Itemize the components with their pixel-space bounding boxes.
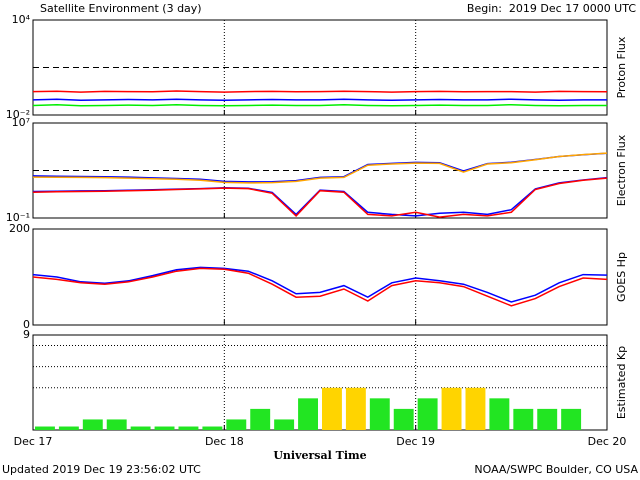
kp-bar [537, 408, 558, 430]
updated: Updated 2019 Dec 19 23:56:02 UTC [2, 463, 201, 476]
y-axis-label: Estimated Kp [615, 346, 628, 419]
series-line [32, 177, 608, 218]
kp-bar [274, 419, 295, 430]
kp-bar [106, 419, 127, 430]
kp-bar [561, 408, 582, 430]
x-tick-label: Dec 20 [588, 435, 627, 448]
kp-bar [202, 426, 223, 430]
kp-bar [226, 419, 247, 430]
y-tick-label: 10⁴ [12, 13, 31, 26]
kp-bar [441, 387, 462, 430]
series-line [32, 152, 608, 184]
series-line [32, 267, 608, 307]
y-tick-label: 10⁷ [12, 116, 30, 129]
x-tick-label: Dec 19 [396, 435, 435, 448]
y-axis-label: Electron Flux [615, 134, 628, 206]
kp-bar [250, 408, 271, 430]
series-line [32, 90, 608, 93]
kp-bar [417, 398, 438, 430]
credit: NOAA/SWPC Boulder, CO USA [474, 463, 638, 476]
kp-bar [489, 398, 510, 430]
y-tick-label: 9 [23, 328, 30, 341]
panel-frame [32, 334, 608, 431]
kp-bar [178, 426, 199, 430]
kp-bar [58, 426, 79, 430]
x-axis-label: Universal Time [273, 449, 366, 462]
y-tick-label: 10⁻¹ [6, 211, 30, 224]
kp-bar [154, 426, 175, 430]
kp-bar [298, 398, 318, 430]
x-tick-label: Dec 18 [205, 435, 244, 448]
series-line [32, 98, 607, 102]
kp-bar [130, 426, 151, 430]
kp-bar [369, 398, 390, 430]
kp-bar [322, 387, 342, 430]
series-line [32, 266, 608, 303]
y-tick-label: 10⁻² [6, 108, 30, 121]
kp-bar [82, 419, 103, 430]
kp-bar [513, 408, 534, 430]
kp-bar [35, 426, 55, 430]
y-axis-label: GOES Hp [615, 252, 628, 302]
begin-time: Begin: 2019 Dec 17 0000 UTC [467, 2, 636, 15]
y-tick-label: 200 [9, 222, 30, 235]
kp-bar [345, 387, 366, 430]
x-tick-label: Dec 17 [14, 435, 53, 448]
kp-bar [465, 387, 486, 430]
series-line [32, 103, 607, 107]
y-axis-label: Proton Flux [615, 36, 628, 98]
kp-bar [393, 408, 414, 430]
chart-title: Satellite Environment (3 day) [40, 2, 202, 15]
y-tick-label: 0 [23, 318, 30, 331]
